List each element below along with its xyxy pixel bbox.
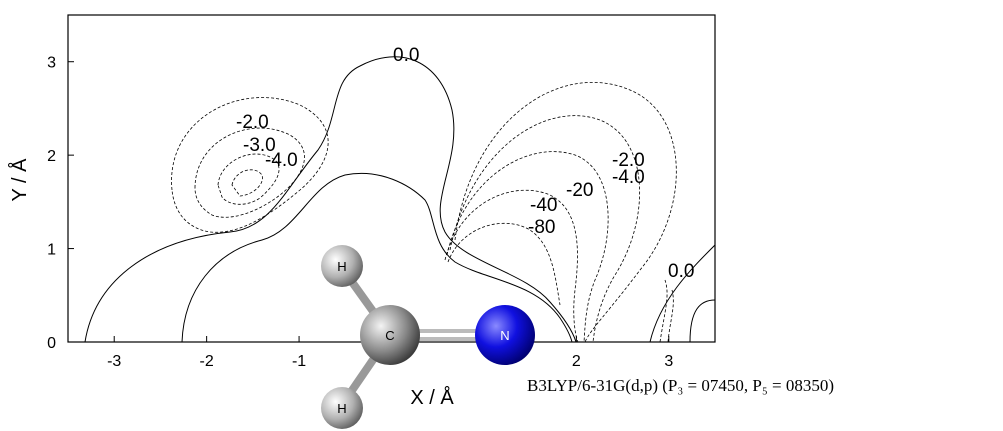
contour-label: 0.0	[668, 261, 694, 282]
contour-label: -4.0	[612, 167, 645, 188]
x-axis-label: X / Å	[410, 386, 454, 409]
atom-label: N	[500, 328, 509, 343]
x-tick-label: -3	[107, 353, 121, 370]
x-tick-label: -1	[292, 353, 306, 370]
y-tick-label: 2	[47, 148, 56, 165]
atom-label: H	[337, 401, 346, 416]
y-tick-label: 3	[47, 55, 56, 72]
contour-label: -4.0	[265, 150, 298, 171]
contour-line	[690, 300, 715, 342]
contour-label: -40	[530, 195, 557, 216]
atom-label: C	[385, 328, 394, 343]
x-tick-label: 2	[572, 353, 581, 370]
contour-line	[668, 290, 673, 342]
contour-label: -2.0	[236, 112, 269, 133]
x-tick-label: -2	[200, 353, 214, 370]
atom-label: H	[337, 259, 346, 274]
contour-line	[232, 170, 262, 196]
x-tick-label: 3	[664, 353, 673, 370]
contour-label: 0.0	[393, 45, 419, 66]
y-axis-label: Y / Å	[8, 158, 31, 202]
contour-line	[455, 82, 676, 342]
contour-line	[85, 57, 576, 342]
chart: X / Å Y / Å B3LYP/6-31G(d,p) (P₃ = 07450…	[0, 0, 1003, 431]
contours	[85, 57, 715, 342]
contour-line	[660, 280, 667, 342]
contour-line	[650, 245, 715, 342]
y-tick-label: 1	[47, 242, 56, 259]
caption: B3LYP/6-31G(d,p) (P₃ = 07450, P₅ = 08350…	[527, 376, 834, 395]
y-tick-label: 0	[47, 335, 56, 352]
contour-label: -20	[566, 180, 593, 201]
contour-label: -80	[528, 217, 555, 238]
